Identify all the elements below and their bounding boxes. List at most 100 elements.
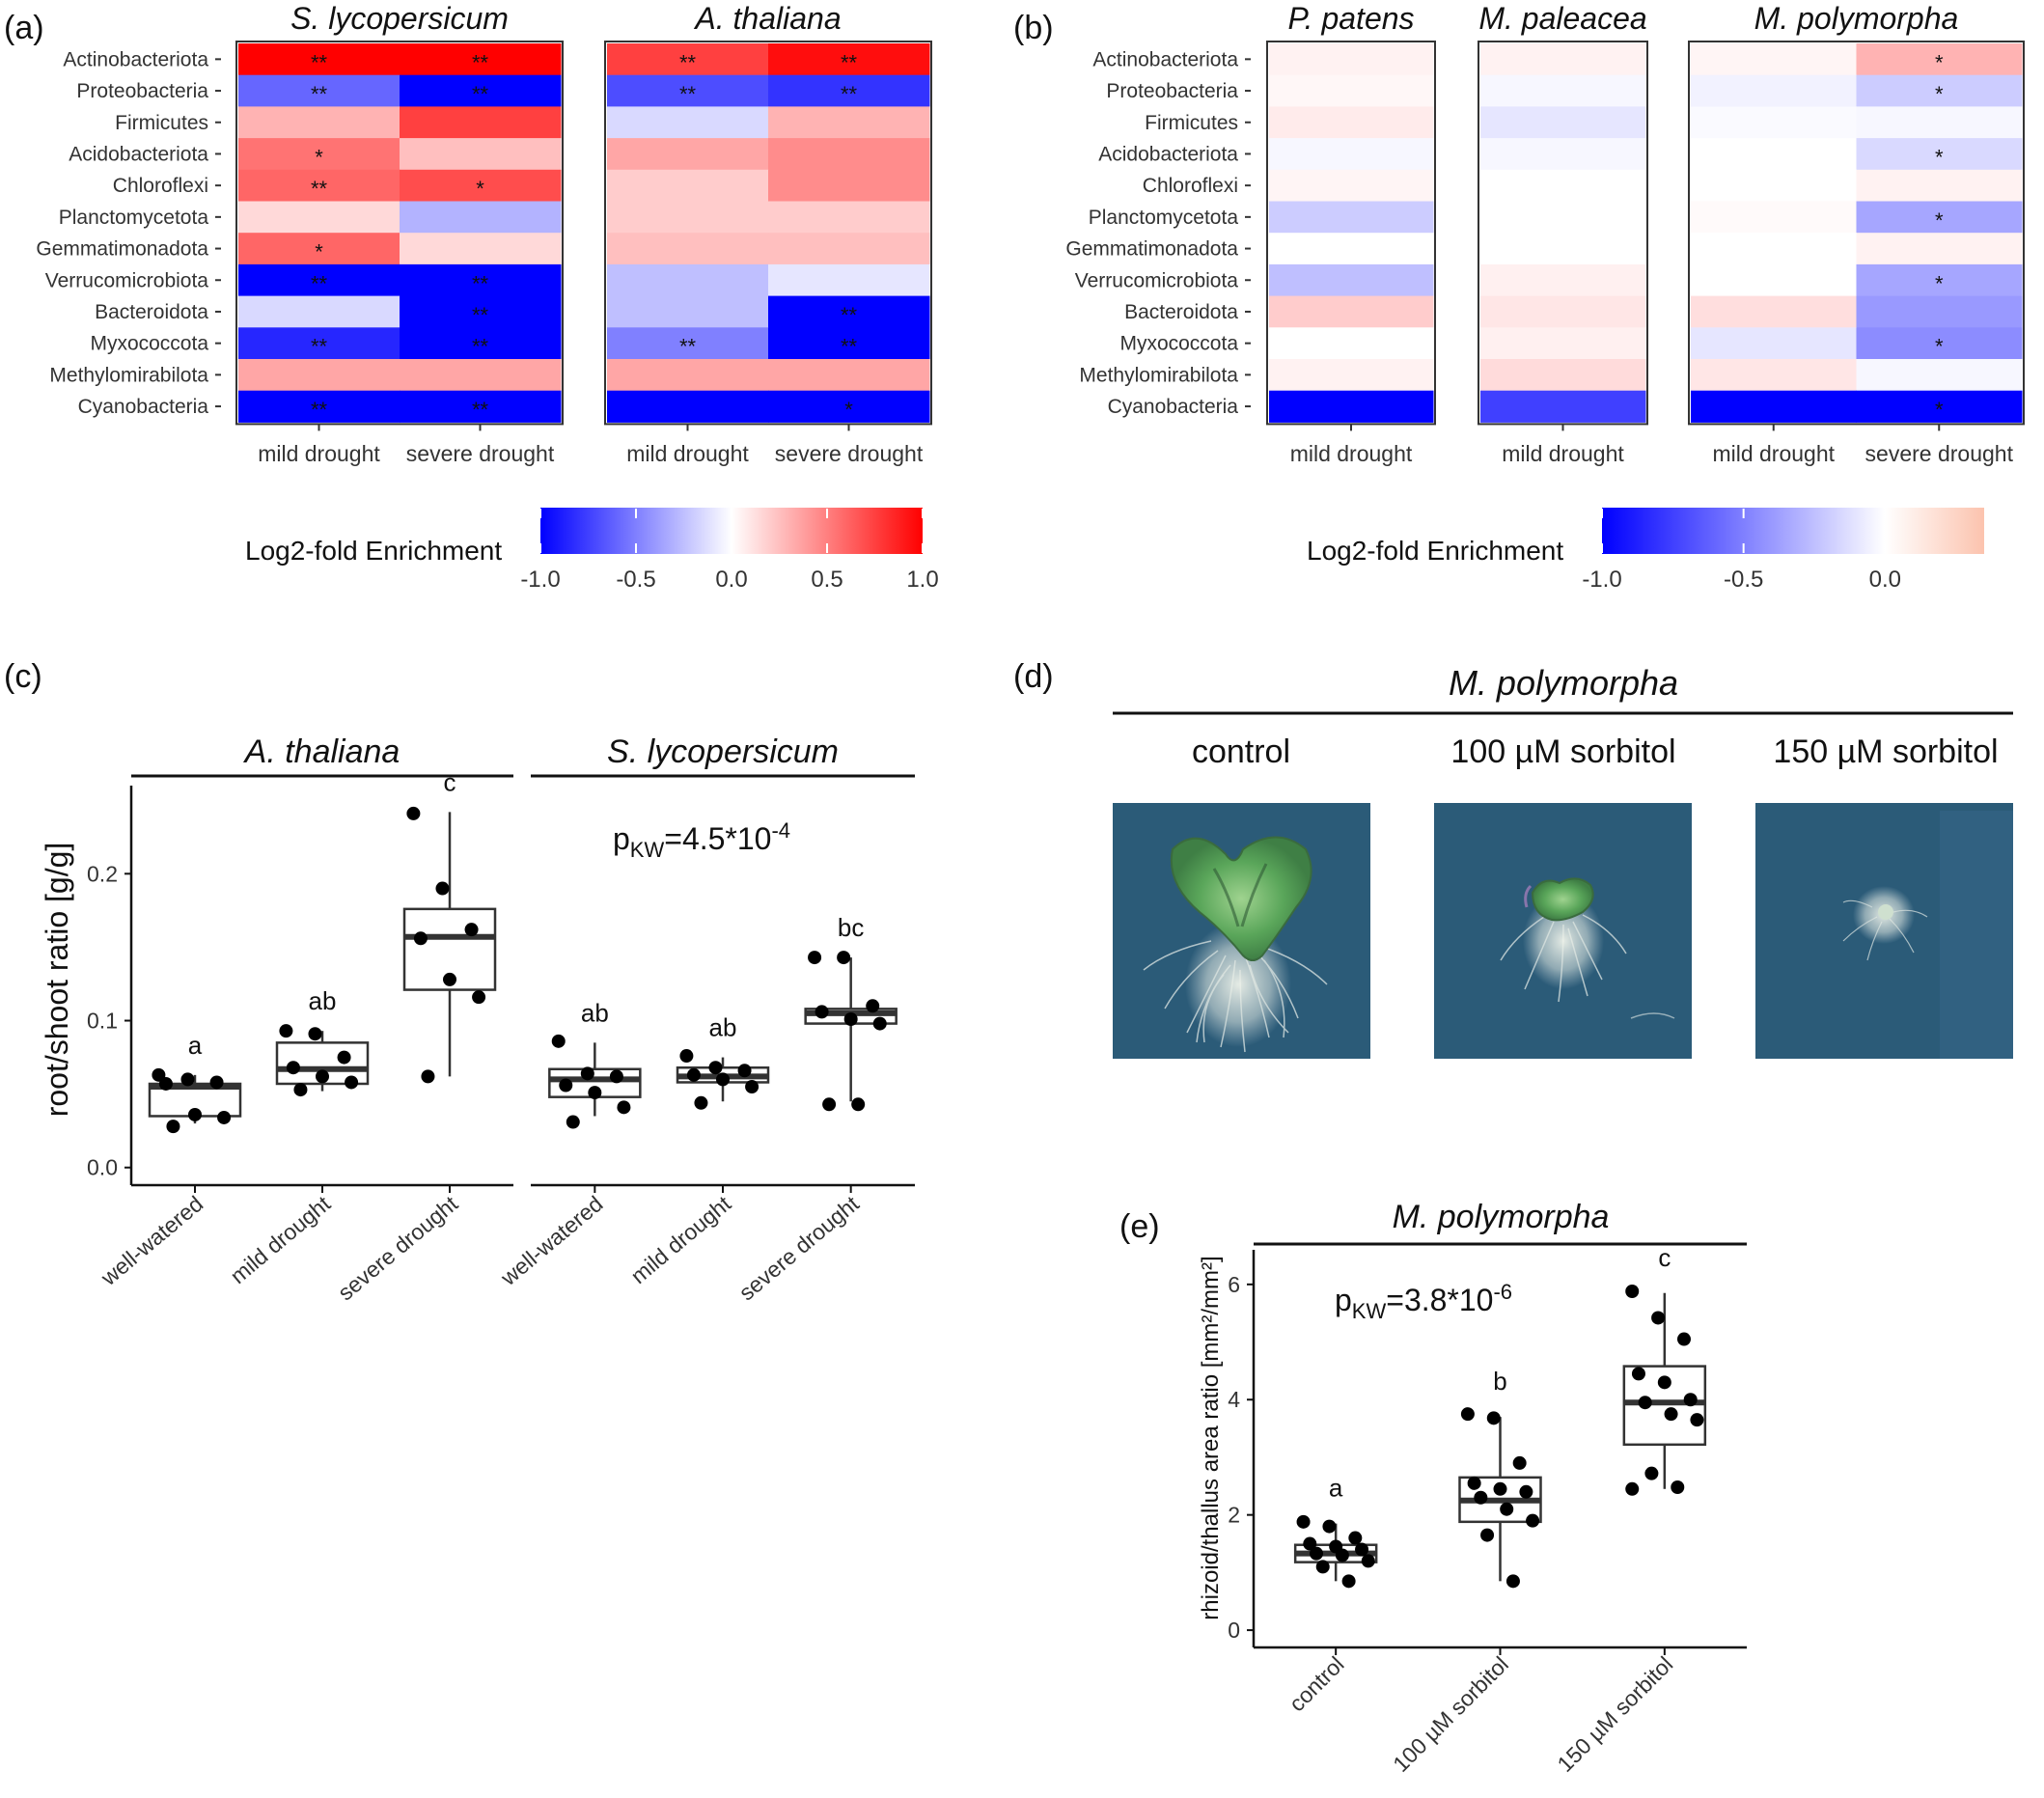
- data-point: [337, 1050, 351, 1065]
- significance-mark: **: [311, 82, 328, 106]
- panel-b-label: (b): [1013, 10, 1054, 46]
- data-point: [1638, 1396, 1652, 1410]
- data-point: [166, 1120, 180, 1134]
- legend-tick-label: 1.0: [906, 567, 938, 593]
- row-label-cyanobacteria: Cyanobacteria: [1108, 396, 1239, 418]
- significance-mark: **: [311, 335, 328, 359]
- data-point: [609, 1069, 623, 1084]
- data-point: [1671, 1480, 1685, 1495]
- row-label-proteobacteria: Proteobacteria: [1106, 80, 1238, 102]
- row-label-proteobacteria: Proteobacteria: [76, 80, 208, 102]
- significance-mark: *: [1935, 398, 1944, 422]
- significance-mark: *: [315, 145, 323, 169]
- heatmap-cell: [768, 201, 930, 234]
- facet-title-a-thaliana: A. thaliana: [243, 733, 401, 770]
- significance-letter: ab: [581, 998, 609, 1027]
- row-label-methylomirabilota: Methylomirabilota: [49, 364, 208, 386]
- data-point: [851, 1097, 866, 1112]
- heatmap-cell: [400, 43, 562, 76]
- data-point: [308, 1027, 322, 1041]
- heatmap-cell: [1691, 390, 1857, 423]
- significance-mark: **: [841, 50, 858, 74]
- data-point: [1651, 1311, 1666, 1325]
- heatmap-cell: [400, 295, 562, 328]
- heatmap-cell: [768, 43, 930, 76]
- row-label-actinobacteriota: Actinobacteriota: [63, 48, 208, 70]
- column-label-mild-drought: mild drought: [1502, 441, 1624, 466]
- data-point: [1322, 1519, 1337, 1534]
- data-point: [588, 1086, 602, 1100]
- data-point: [345, 1075, 359, 1090]
- heatmap-cell: [768, 169, 930, 202]
- heatmap-cell: [607, 263, 769, 297]
- significance-letter: a: [188, 1031, 203, 1060]
- data-point: [406, 806, 421, 820]
- significance-mark: **: [311, 398, 328, 422]
- heatmap-cell: [1480, 359, 1646, 392]
- heatmap-cell: [768, 74, 930, 107]
- photo-control: [1113, 803, 1370, 1059]
- data-point: [1493, 1481, 1507, 1496]
- heatmap-cell: [1480, 390, 1646, 423]
- heatmap-cell: [400, 138, 562, 171]
- heatmap-cell: [238, 138, 401, 171]
- heatmap-cell: [1480, 233, 1646, 265]
- significance-letter: b: [1493, 1367, 1506, 1396]
- legend-b-title: Log2-fold Enrichment: [1307, 536, 1563, 566]
- significance-mark: **: [841, 82, 858, 106]
- photo-100-sorbitol: [1434, 803, 1692, 1059]
- heatmap-cell: [238, 233, 401, 265]
- data-point: [1335, 1548, 1349, 1563]
- heatmap-cell: [238, 390, 401, 423]
- significance-mark: **: [679, 335, 697, 359]
- significance-mark: *: [1935, 208, 1944, 233]
- row-label-planctomycetota: Planctomycetota: [1089, 207, 1239, 229]
- significance-mark: **: [472, 82, 489, 106]
- heatmap-cell: [400, 74, 562, 107]
- heatmap-cell: [1269, 233, 1434, 265]
- row-label-chloroflexi: Chloroflexi: [113, 175, 208, 197]
- heatmap-cell: [1856, 359, 2023, 392]
- significance-letter: c: [1658, 1243, 1671, 1272]
- heatmap-cell: [1480, 295, 1646, 328]
- column-label-severe-drought: severe drought: [775, 441, 924, 466]
- data-point: [1296, 1514, 1311, 1529]
- heatmap-cell: [1269, 43, 1434, 76]
- significance-mark: **: [311, 177, 328, 201]
- x-tick-label-well-watered: well-watered: [96, 1191, 207, 1291]
- y-tick-label: 6: [1228, 1272, 1240, 1297]
- heatmap-cell: [1691, 43, 1857, 76]
- data-point: [694, 1095, 708, 1110]
- column-label-mild-drought: mild drought: [258, 441, 380, 466]
- heatmap-cell: [400, 359, 562, 392]
- heatmap-cell: [607, 201, 769, 234]
- heatmap-cell: [1269, 359, 1434, 392]
- heatmap-cell: [1269, 169, 1434, 202]
- row-label-acidobacteriota: Acidobacteriota: [1098, 143, 1238, 165]
- heatmap-cell: [607, 295, 769, 328]
- panel-c-pkw-exp: -4: [771, 818, 790, 843]
- facet-frame: [604, 41, 932, 426]
- heatmap-cell: [1480, 74, 1646, 107]
- y-tick-label: 4: [1228, 1387, 1240, 1412]
- data-point: [279, 1024, 293, 1038]
- significance-mark: **: [472, 271, 489, 295]
- heatmap-cell: [1269, 74, 1434, 107]
- data-point: [559, 1078, 573, 1093]
- data-point: [1625, 1481, 1640, 1496]
- row-label-verrucomicrobiota: Verrucomicrobiota: [1075, 269, 1239, 291]
- heatmap-cell: [238, 263, 401, 297]
- heatmap-cell: [768, 295, 930, 328]
- heatmap-cell: [607, 74, 769, 107]
- legend-a-ticks: -1.0 -0.5 0.0 0.5 1.0: [520, 509, 939, 593]
- panel-e-pkw: pKW=3.8*10-6: [1335, 1280, 1512, 1323]
- heatmap-cell: [400, 327, 562, 360]
- legend-tick-label: -1.0: [520, 567, 560, 593]
- heatmap-b: Actinobacteriota Proteobacteria Firmicutes…: [1065, 1, 2025, 466]
- data-point: [1486, 1411, 1501, 1425]
- row-label-cyanobacteria: Cyanobacteria: [78, 396, 209, 418]
- data-point: [1303, 1536, 1317, 1551]
- data-point: [1631, 1367, 1645, 1381]
- heatmap-cell: [768, 390, 930, 423]
- heatmap-cell: [768, 106, 930, 139]
